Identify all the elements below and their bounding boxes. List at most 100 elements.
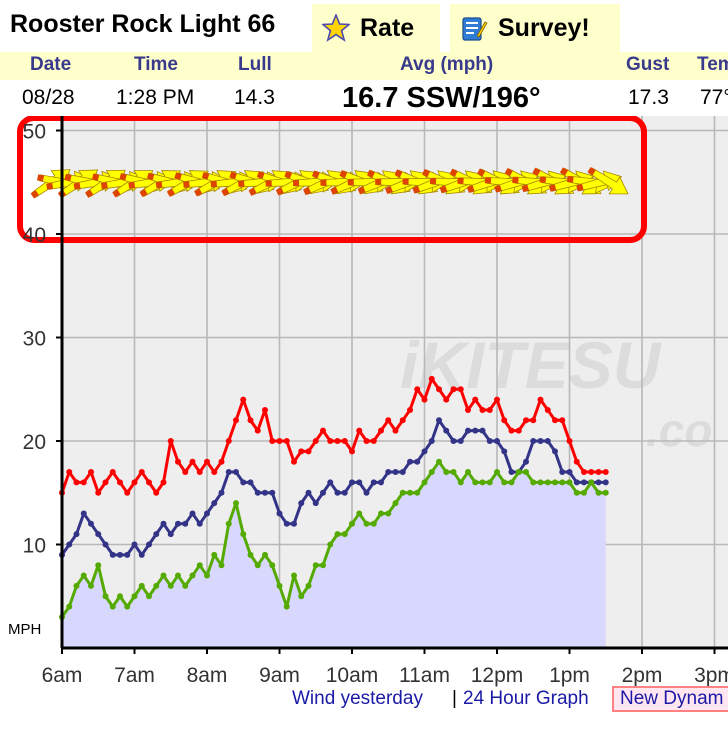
y-tick-label: 50 — [23, 121, 46, 144]
gust-point — [320, 427, 326, 434]
arrow-tail — [330, 186, 339, 195]
arrow-tail — [532, 167, 541, 176]
arrow-tail — [477, 168, 486, 177]
lull-point — [428, 469, 435, 476]
wind-yesterday-link[interactable]: Wind yesterday — [292, 688, 423, 709]
avg-point — [204, 510, 210, 517]
lull-point — [305, 582, 312, 589]
col-temp: Tem — [697, 54, 728, 75]
arrow-tail — [422, 169, 431, 178]
lull-point — [247, 551, 254, 558]
arrow-tail — [155, 181, 163, 189]
gust-point — [392, 427, 399, 434]
arrow-tail — [466, 185, 475, 193]
lull-point — [421, 479, 428, 486]
avg-point — [312, 500, 319, 507]
arrow-tail — [429, 177, 437, 185]
lull-point — [283, 603, 290, 610]
gust-point — [196, 469, 203, 476]
avg-point — [95, 531, 102, 538]
avg-point — [450, 438, 457, 444]
gust-point — [109, 469, 116, 476]
col-gust: Gust — [626, 54, 670, 75]
lull-point — [515, 469, 522, 476]
lull-point — [312, 562, 319, 569]
graph-24h-link[interactable]: 24 Hour Graph — [463, 688, 589, 709]
arrow-tail — [46, 182, 54, 190]
avg-point — [131, 541, 138, 548]
value-gust: 17.3 — [628, 86, 669, 109]
lull-point — [552, 479, 558, 486]
gust-point — [370, 438, 377, 444]
y-tick-label: 30 — [23, 328, 46, 351]
watermark-text-domain: .co — [646, 404, 712, 456]
gust-point — [175, 458, 181, 465]
lull-point — [566, 479, 573, 486]
gust-point — [399, 417, 406, 424]
y-tick-label: 10 — [23, 535, 46, 558]
avg-point — [392, 469, 399, 476]
avg-point — [334, 489, 341, 496]
arrow-tail — [194, 188, 203, 197]
avg-point — [233, 469, 239, 476]
col-lull: Lull — [238, 54, 272, 75]
lull-point — [146, 593, 152, 600]
gust-point — [218, 458, 225, 465]
survey-button[interactable]: Survey! — [450, 4, 620, 52]
arrow-tail — [512, 176, 519, 184]
gust-point — [363, 438, 370, 444]
gust-point — [334, 438, 341, 444]
col-avg: Avg (mph) — [400, 54, 494, 75]
avg-point — [494, 438, 500, 444]
arrow-tail — [504, 167, 513, 177]
lull-point — [479, 479, 486, 486]
arrow-tail — [303, 187, 312, 196]
lull-point — [102, 593, 109, 600]
lull-series-line — [60, 460, 606, 618]
gust-point — [204, 458, 210, 465]
gust-point — [385, 417, 392, 424]
lull-point — [117, 593, 123, 600]
arrow-tail — [357, 186, 366, 195]
lull-point — [73, 582, 80, 589]
gust-point — [414, 386, 421, 393]
lull-point — [204, 572, 210, 579]
avg-point — [88, 520, 94, 527]
rate-label: Rate — [360, 13, 415, 42]
gust-point — [262, 406, 268, 413]
lull-point — [581, 489, 587, 496]
avg-point — [486, 438, 493, 444]
lull-point — [66, 603, 73, 610]
gust-point — [378, 427, 384, 434]
arrow-tail — [64, 173, 72, 182]
lull-point — [494, 469, 500, 476]
gust-point — [276, 438, 283, 444]
station-title: Rooster Rock Light 66 — [10, 10, 276, 38]
x-tick-label: 7am — [114, 664, 155, 687]
gust-point — [254, 427, 261, 434]
gust-point — [153, 489, 160, 496]
gust-point — [312, 438, 319, 444]
arrow-tail — [112, 189, 121, 198]
gust-point — [515, 427, 522, 434]
lull-point — [298, 593, 305, 600]
new-dynamic-link[interactable]: New Dynam — [612, 686, 728, 712]
gust-point — [225, 438, 232, 444]
gust-point — [523, 417, 529, 424]
lull-point — [124, 603, 131, 610]
arrow-tail — [265, 180, 272, 187]
lull-point — [225, 520, 232, 527]
arrow-tail — [128, 181, 136, 189]
rate-button[interactable]: Rate — [312, 4, 440, 52]
avg-point — [80, 510, 87, 517]
gust-point — [443, 396, 450, 403]
value-date: 08/28 — [22, 86, 75, 109]
avg-point — [378, 479, 384, 486]
gust-point — [117, 479, 123, 486]
gust-point — [349, 448, 355, 455]
gust-point — [95, 489, 102, 496]
avg-point — [421, 448, 428, 455]
gust-point — [559, 417, 566, 424]
lull-point — [218, 562, 225, 569]
avg-point — [211, 500, 218, 507]
